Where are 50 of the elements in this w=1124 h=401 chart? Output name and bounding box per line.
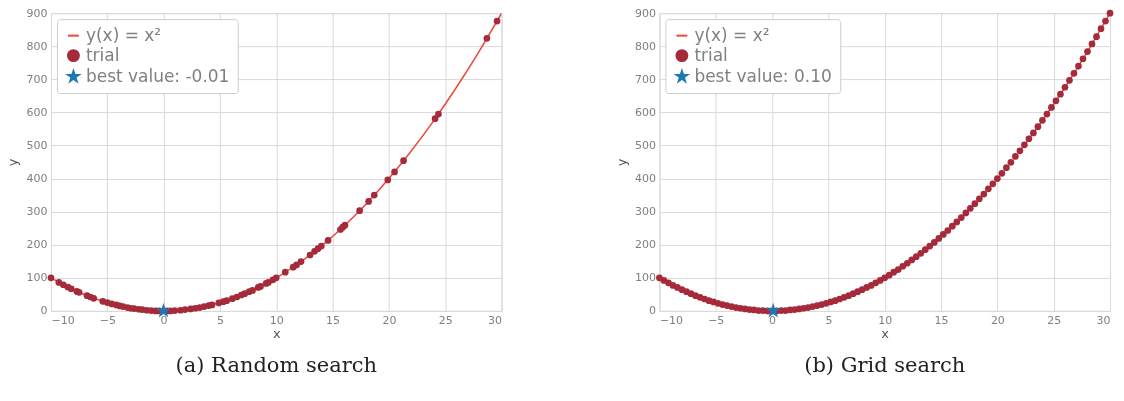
legend-label: best value: 0.10 bbox=[694, 65, 832, 86]
y-tick-label: 300 bbox=[634, 205, 656, 219]
x-tick-label: 5 bbox=[216, 314, 224, 328]
x-tick-label: 20 bbox=[382, 314, 397, 328]
y-tick-label: 300 bbox=[26, 205, 48, 219]
x-tick-label: 30 bbox=[1096, 314, 1111, 328]
legend-label: y(x) = x² bbox=[694, 24, 770, 45]
y-tick-label: 800 bbox=[634, 39, 656, 53]
x-tick-label: 25 bbox=[438, 314, 453, 328]
y-tick-label: 600 bbox=[634, 105, 656, 119]
x-axis-title: x bbox=[272, 326, 281, 342]
x-tick-label: 25 bbox=[1047, 314, 1062, 328]
x-tick-label: 10 bbox=[269, 314, 284, 328]
x-tick-label: −10 bbox=[659, 314, 684, 328]
y-tick-label: 800 bbox=[26, 39, 48, 53]
x-tick-label: 20 bbox=[990, 314, 1005, 328]
y-tick-label: 0 bbox=[648, 304, 656, 318]
legend-label: trial bbox=[694, 44, 728, 65]
x-tick-label: 10 bbox=[878, 314, 893, 328]
legend-label: y(x) = x² bbox=[85, 24, 162, 45]
text: (a) Random search bbox=[175, 352, 377, 377]
y-tick-label: 400 bbox=[26, 172, 48, 186]
legend-label: trial bbox=[85, 44, 120, 65]
text: (b) Grid search bbox=[804, 352, 966, 377]
x-tick-label: 0 bbox=[769, 314, 777, 328]
x-axis-title: x bbox=[881, 326, 890, 342]
y-tick-label: 400 bbox=[634, 172, 656, 186]
y-tick-label: 900 bbox=[26, 6, 48, 20]
y-tick-label: 0 bbox=[40, 304, 48, 318]
y-tick-label: 500 bbox=[26, 138, 48, 152]
y-tick-label: 100 bbox=[26, 271, 48, 285]
y-tick-label: 700 bbox=[634, 72, 656, 86]
x-tick-label: 15 bbox=[934, 314, 949, 328]
y-tick-label: 500 bbox=[634, 138, 656, 152]
y-tick-label: 700 bbox=[26, 72, 48, 86]
x-tick-label: 0 bbox=[160, 314, 168, 328]
y-tick-label: 200 bbox=[634, 238, 656, 252]
y-tick-label: 600 bbox=[26, 105, 48, 119]
y-tick-label: 900 bbox=[634, 6, 656, 20]
x-tick-label: −5 bbox=[99, 314, 116, 328]
legend-label: best value: -0.01 bbox=[85, 65, 230, 86]
y-tick-label: 200 bbox=[26, 238, 48, 252]
x-tick-label: 30 bbox=[488, 314, 503, 328]
x-tick-label: −5 bbox=[708, 314, 725, 328]
y-axis-title: y bbox=[613, 158, 629, 167]
x-tick-label: 5 bbox=[825, 314, 833, 328]
y-axis-title: y bbox=[5, 158, 21, 167]
x-tick-label: −10 bbox=[51, 314, 75, 328]
x-tick-label: 15 bbox=[326, 314, 341, 328]
y-tick-label: 100 bbox=[634, 271, 656, 285]
